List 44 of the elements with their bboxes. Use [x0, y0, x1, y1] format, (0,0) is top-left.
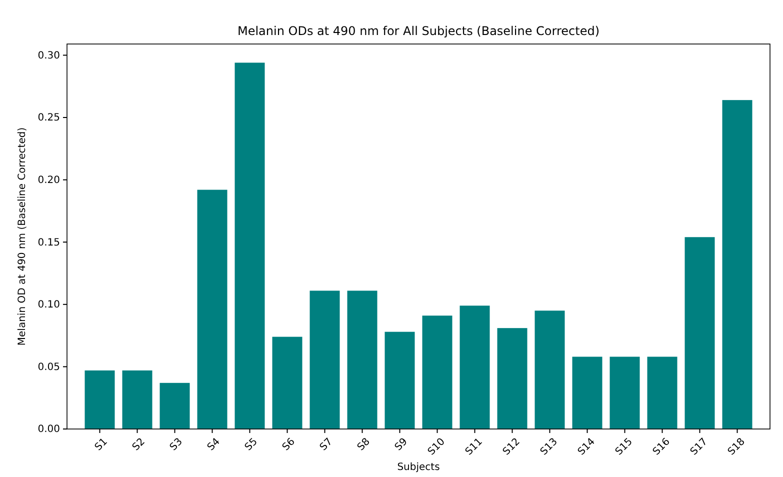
bar — [497, 328, 528, 429]
x-tick-label: S10 — [426, 436, 448, 458]
x-tick-label: S1 — [93, 436, 110, 454]
x-tick-label: S7 — [318, 436, 335, 454]
bar — [722, 100, 752, 429]
chart-title: Melanin ODs at 490 nm for All Subjects (Baseline Corrected) — [237, 24, 600, 38]
bar — [610, 356, 640, 429]
bar — [197, 190, 228, 429]
x-tick-label: S3 — [168, 436, 185, 454]
x-tick-label: S2 — [130, 436, 148, 454]
y-tick-label: 0.20 — [38, 175, 60, 186]
y-axis-title: Melanin OD at 490 nm (Baseline Corrected) — [17, 127, 28, 346]
y-tick-label: 0.00 — [38, 424, 60, 436]
bar — [534, 310, 565, 429]
x-tick-label: S13 — [538, 436, 560, 458]
bar — [84, 370, 115, 429]
x-tick-label: S9 — [393, 436, 410, 454]
bar — [647, 356, 678, 429]
x-tick-label: S5 — [243, 436, 260, 454]
bar — [422, 316, 452, 429]
x-tick-label: S11 — [464, 436, 485, 458]
x-tick-label: S15 — [614, 436, 635, 458]
y-tick-label: 0.15 — [38, 237, 60, 248]
bar — [272, 336, 302, 429]
y-tick-label: 0.10 — [38, 300, 60, 311]
bar — [384, 332, 415, 429]
x-tick-label: S14 — [576, 436, 598, 458]
bar — [160, 382, 190, 429]
bar — [460, 306, 490, 429]
x-tick-label: S6 — [280, 436, 298, 454]
y-tick-label: 0.30 — [38, 50, 60, 62]
x-tick-label: S8 — [356, 436, 372, 454]
y-tick-label: 0.25 — [38, 112, 60, 124]
x-tick-label: S4 — [206, 436, 222, 454]
x-axis-title: Subjects — [397, 462, 440, 473]
y-tick-label: 0.05 — [38, 362, 60, 373]
bar — [310, 290, 340, 429]
bar — [122, 370, 152, 429]
bar — [572, 356, 602, 429]
bar — [684, 237, 715, 429]
bar — [347, 290, 378, 429]
x-tick-label: S12 — [501, 436, 522, 458]
x-tick-label: S18 — [726, 436, 748, 458]
bar — [234, 62, 265, 429]
